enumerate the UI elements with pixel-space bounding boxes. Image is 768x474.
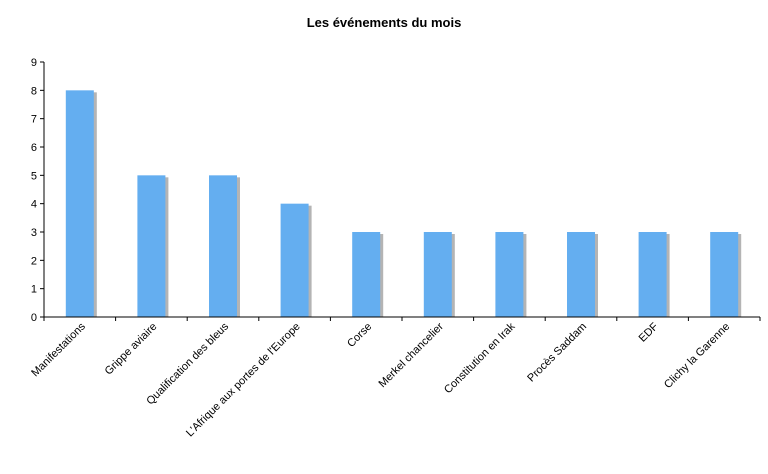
category-label: L'Afrique aux portes de l'Europe: [184, 321, 303, 440]
bar: [495, 232, 524, 317]
y-tick-label: 7: [31, 114, 37, 126]
bar: [352, 232, 381, 317]
category-label: EDF: [637, 320, 661, 344]
y-tick-label: 2: [31, 255, 37, 267]
category-label: Clichy la Garenne: [662, 321, 732, 391]
y-axis-ticks: 0 1 2 3 4 5 6 7 8 9: [31, 57, 44, 324]
y-tick-label: 5: [31, 170, 37, 182]
category-label: Manifestations: [29, 320, 88, 379]
y-tick-label: 1: [31, 284, 37, 296]
y-tick-label: 9: [31, 57, 37, 69]
category-label: Grippe aviaire: [103, 321, 160, 378]
bar: [567, 232, 595, 317]
bar: [65, 90, 94, 317]
y-tick-label: 6: [31, 142, 37, 154]
category-label: Procès Saddam: [525, 321, 589, 385]
bar: [209, 175, 237, 317]
bar: [710, 232, 739, 317]
bar: [280, 203, 309, 317]
category-label: Merkel chancelier: [376, 320, 446, 390]
y-tick-label: 8: [31, 85, 37, 97]
y-tick-label: 0: [31, 312, 37, 324]
bar: [423, 232, 452, 317]
bar: [137, 175, 166, 317]
category-labels: Manifestations Grippe aviaireQualificatio…: [29, 320, 732, 439]
category-label: Corse: [345, 321, 374, 350]
y-tick-label: 3: [31, 227, 37, 239]
bars: [65, 90, 742, 317]
axes: [43, 62, 761, 321]
category-label: Constitution en Irak: [442, 320, 518, 396]
bar: [638, 232, 667, 317]
chart-title: Les événements du mois: [307, 15, 462, 30]
category-label: Qualification des bleus: [144, 320, 231, 407]
y-tick-label: 4: [31, 199, 37, 211]
